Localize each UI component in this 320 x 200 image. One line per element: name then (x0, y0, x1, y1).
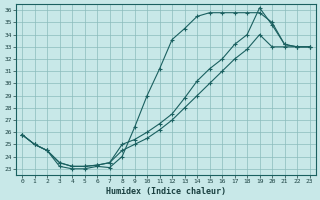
X-axis label: Humidex (Indice chaleur): Humidex (Indice chaleur) (106, 187, 226, 196)
